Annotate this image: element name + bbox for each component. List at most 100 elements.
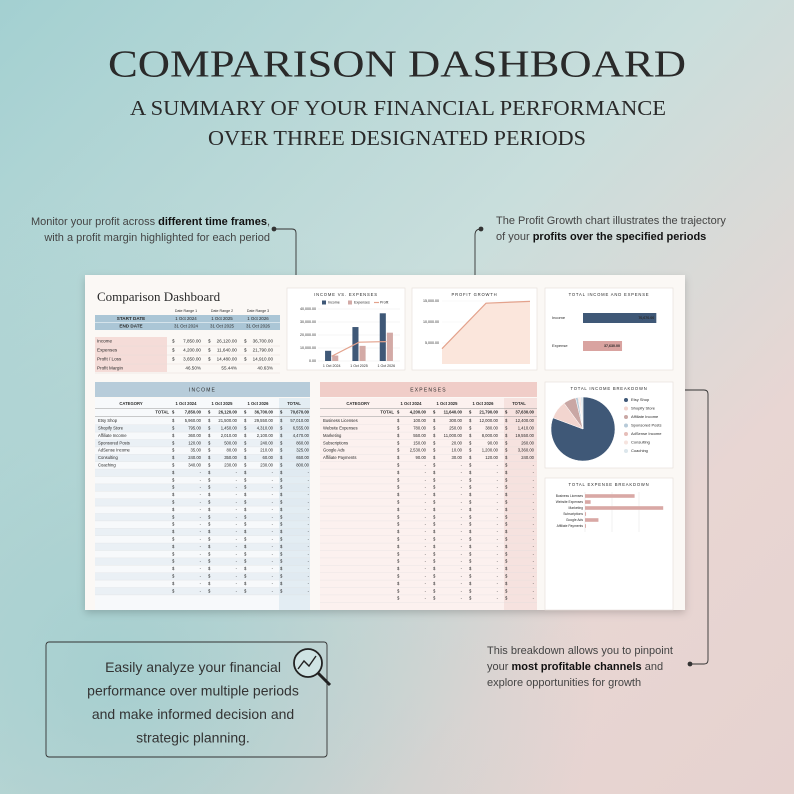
cell-value: - (461, 470, 463, 475)
currency-sign: $ (397, 514, 400, 519)
cell-value: 1,410.00 (518, 426, 535, 431)
cell-value: 12,000.00 (479, 418, 498, 423)
chart-panel (544, 287, 674, 371)
cell-value: - (425, 492, 427, 497)
currency-sign: $ (244, 492, 247, 497)
bar (379, 313, 386, 361)
cell-value: - (425, 463, 427, 468)
row-category: Marketing (323, 433, 342, 438)
cell-value: - (461, 537, 463, 542)
cell-value: 350.00 (224, 455, 237, 460)
column-header: CATEGORY (346, 401, 369, 406)
cell-value: 340.00 (188, 463, 201, 468)
cell-value: - (533, 507, 535, 512)
cell-value: - (236, 470, 238, 475)
currency-sign: $ (208, 492, 211, 497)
currency-sign: $ (172, 455, 175, 460)
currency-sign: $ (208, 529, 211, 534)
currency-sign: $ (208, 433, 211, 438)
currency-sign: $ (505, 433, 508, 438)
currency-sign: $ (172, 433, 175, 438)
cell-value: 120.00 (485, 455, 498, 460)
cell-value: - (272, 514, 274, 519)
currency-sign: $ (172, 418, 175, 423)
chart-title: INCOME VS. EXPENSES (314, 292, 378, 297)
metric-label: Profit Margin (97, 366, 123, 371)
currency-sign: $ (469, 544, 472, 549)
date-value: 1 Oct 2024 (175, 316, 197, 321)
currency-sign: $ (208, 339, 211, 344)
legend-label: Shopify Store (631, 406, 656, 411)
x-tick-label: 1 Oct 2024 (323, 364, 341, 368)
cell-value: - (497, 470, 499, 475)
cell-value: - (308, 574, 310, 579)
currency-sign: $ (505, 588, 508, 593)
range-header: Date Range 3 (247, 309, 269, 313)
currency-sign: $ (397, 507, 400, 512)
bar (585, 512, 587, 516)
cell-value: 800.00 (296, 463, 309, 468)
currency-sign: $ (469, 500, 472, 505)
metric-value: 11,640.00 (217, 348, 238, 353)
cell-value: - (497, 463, 499, 468)
cell-value: - (200, 588, 202, 593)
currency-sign: $ (505, 522, 508, 527)
currency-sign: $ (172, 588, 175, 593)
row-category: AdSense Income (98, 448, 131, 453)
cell-value: - (272, 470, 274, 475)
currency-sign: $ (244, 455, 247, 460)
cell-value: - (497, 522, 499, 527)
connector-dot (478, 226, 484, 232)
cell-value: - (533, 463, 535, 468)
y-tick-label: 10,000.00 (300, 346, 316, 350)
cell-value: 300.00 (449, 418, 462, 423)
currency-sign: $ (505, 507, 508, 512)
currency-sign: $ (469, 492, 472, 497)
currency-sign: $ (208, 357, 211, 362)
category-label: Affiliate Payments (557, 524, 584, 528)
connector (274, 228, 297, 292)
currency-sign: $ (505, 581, 508, 586)
cell-value: 240.00 (521, 455, 534, 460)
cell-value: - (461, 596, 463, 601)
date-value: 31 Oct 2026 (246, 324, 270, 329)
currency-sign: $ (505, 596, 508, 601)
cell-value: 1,450.00 (221, 426, 238, 431)
cell-value: 240.00 (260, 440, 273, 445)
currency-sign: $ (505, 537, 508, 542)
metric-label: Income (97, 339, 113, 344)
currency-sign: $ (397, 581, 400, 586)
callout-line: performance over multiple periods (87, 682, 299, 698)
currency-sign: $ (469, 596, 472, 601)
currency-sign: $ (244, 529, 247, 534)
currency-sign: $ (397, 463, 400, 468)
currency-sign: $ (244, 470, 247, 475)
cell-value: - (200, 492, 202, 497)
cell-value: - (461, 463, 463, 468)
chart-title: TOTAL INCOME AND EXPENSE (569, 292, 650, 297)
currency-sign: $ (469, 426, 472, 431)
currency-sign: $ (244, 426, 247, 431)
cell-value: - (461, 492, 463, 497)
row-stripe (95, 439, 310, 447)
currency-sign: $ (397, 566, 400, 571)
currency-sign: $ (244, 418, 247, 423)
callout-text: and make informed decision and (92, 706, 294, 722)
currency-sign: $ (433, 566, 436, 571)
cell-value: - (308, 507, 310, 512)
currency-sign: $ (280, 559, 283, 564)
currency-sign: $ (433, 559, 436, 564)
cell-value: 6,555.00 (293, 426, 310, 431)
cell-value: - (200, 537, 202, 542)
currency-sign: $ (397, 477, 400, 482)
callout-text: explore opportunities for growth (487, 677, 641, 689)
currency-sign: $ (172, 574, 175, 579)
row-category: Affiliate Income (98, 433, 127, 438)
currency-sign: $ (244, 588, 247, 593)
currency-sign: $ (172, 470, 175, 475)
total-value: 11,640.00 (444, 410, 463, 415)
callout-text: profits over the specified periods (533, 231, 707, 243)
cell-value: - (425, 544, 427, 549)
bar (585, 494, 635, 498)
